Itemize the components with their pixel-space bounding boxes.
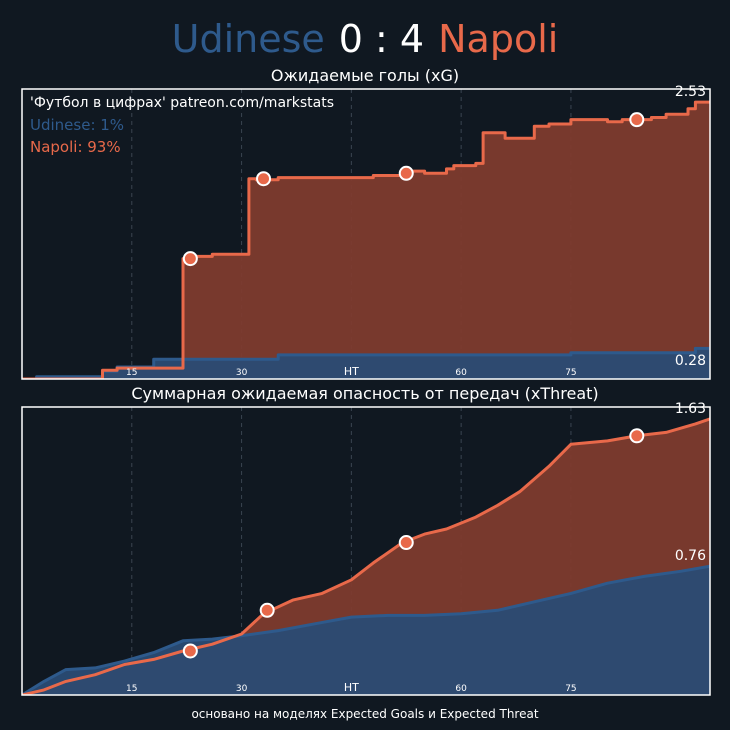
legend-udinese: Udinese: 1% <box>30 116 124 134</box>
xg-udinese-line <box>22 346 710 379</box>
xg-napoli-area <box>22 102 710 379</box>
xg-napoli-line <box>22 100 710 379</box>
xg-tick-label: HT <box>344 365 359 378</box>
xg-plot-area <box>22 89 710 379</box>
xthreat-chart-title: Суммарная ожидаемая опасность от передач… <box>131 384 599 403</box>
match-header: Udinese 0 : 4 Napoli <box>0 14 730 64</box>
xg-chart-title: Ожидаемые голы (xG) <box>270 66 460 85</box>
xg-tick-label: 75 <box>565 368 576 378</box>
source-label: 'Футбол в цифрах' patreon.com/markstats <box>30 95 334 111</box>
xg-goal-marker <box>182 251 198 267</box>
home-team-name: Udinese <box>171 17 325 61</box>
xg-tick-label: 15 <box>126 368 137 378</box>
match-score: 0 : 4 <box>338 17 425 61</box>
legend-napoli: Napoli: 93% <box>30 138 121 156</box>
xg-tick-label: 30 <box>236 368 248 378</box>
xg-goal-marker <box>256 171 272 187</box>
xg-napoli-end-label: 2.53 <box>675 84 706 100</box>
xg-goal-marker <box>398 165 414 181</box>
xg-goal-marker <box>629 112 645 128</box>
footer-note: основано на моделях Expected Goals и Exp… <box>191 707 539 721</box>
away-team-name: Napoli <box>438 17 559 61</box>
xg-frame <box>21 88 711 380</box>
xg-udinese-end-label: 0.28 <box>675 353 706 369</box>
xg-tick-label: 60 <box>455 368 467 378</box>
